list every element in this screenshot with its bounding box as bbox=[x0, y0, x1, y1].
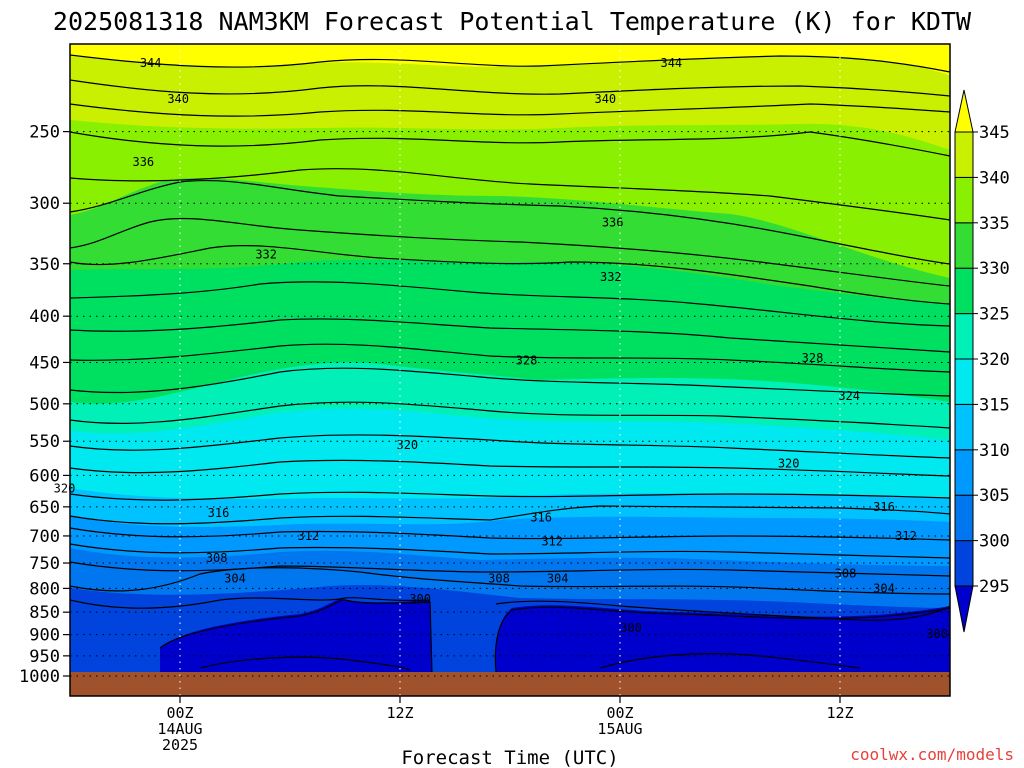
colorbar-tick-label: 325 bbox=[979, 305, 1010, 325]
band-315-320 bbox=[70, 408, 950, 520]
contour-label: 340 bbox=[167, 92, 189, 106]
colorbar-swatch bbox=[954, 403, 974, 451]
contour-label: 320 bbox=[778, 456, 800, 470]
y-tick-label: 600 bbox=[29, 466, 60, 486]
x-tick-label: 12Z bbox=[826, 704, 853, 722]
y-tick-label: 300 bbox=[29, 194, 60, 214]
contour-label: 344 bbox=[140, 56, 162, 70]
terrain-ground bbox=[70, 672, 950, 696]
contour-label: 312 bbox=[541, 535, 563, 549]
contour-label: 316 bbox=[530, 511, 552, 525]
y-tick-label: 700 bbox=[29, 527, 60, 547]
y-tick-label: 950 bbox=[29, 647, 60, 667]
y-tick-label: 1000 bbox=[19, 667, 60, 687]
y-tick-label: 350 bbox=[29, 255, 60, 275]
colorbar-low-arrow bbox=[954, 585, 974, 633]
contour-label: 312 bbox=[297, 529, 319, 543]
credit-link[interactable]: coolwx.com/models bbox=[850, 745, 1014, 764]
contour-label: 316 bbox=[208, 506, 230, 520]
contour-label: 300 bbox=[409, 592, 431, 606]
cold-pool-left bbox=[160, 599, 432, 672]
colorbar-swatch bbox=[954, 540, 974, 587]
x-tick-label: 00Z bbox=[606, 704, 633, 722]
contour-lines bbox=[69, 54, 951, 673]
y-tick-label: 250 bbox=[29, 123, 60, 143]
contour-label: 304 bbox=[224, 571, 246, 585]
y-tick-label: 800 bbox=[29, 579, 60, 599]
contour-label: 308 bbox=[835, 566, 857, 580]
colorbar-tick-label: 320 bbox=[979, 350, 1010, 370]
colorbar-tick-label: 330 bbox=[979, 259, 1010, 279]
colorbar: 295 300 305 310 315 320 325 330 335 340 345 bbox=[954, 89, 1010, 633]
x-tick-label: 14AUG bbox=[157, 720, 202, 738]
colorbar-swatch bbox=[954, 358, 974, 405]
contour-label: 336 bbox=[132, 155, 154, 169]
contour-label: 340 bbox=[594, 92, 616, 106]
contour-label: 332 bbox=[600, 270, 622, 284]
contour-label: 304 bbox=[547, 571, 569, 585]
plot-frame bbox=[69, 43, 951, 697]
contour-labels: 344 344 340 340 336 336 332 332 328 328 324 320 320 3… bbox=[54, 56, 948, 641]
contour-label: 344 bbox=[660, 56, 682, 70]
colorbar-swatch bbox=[954, 176, 974, 224]
grid-lines bbox=[70, 44, 950, 696]
y-tick-label: 650 bbox=[29, 498, 60, 518]
colorbar-tick-label: 300 bbox=[979, 532, 1010, 552]
contour-label: 308 bbox=[206, 551, 228, 565]
x-tick-label: 12Z bbox=[386, 704, 413, 722]
x-tick-label: 2025 bbox=[162, 736, 198, 754]
y-tick-label: 850 bbox=[29, 603, 60, 623]
colorbar-tick-label: 305 bbox=[979, 486, 1010, 506]
plot-area bbox=[69, 44, 951, 680]
y-tick-label: 450 bbox=[29, 353, 60, 373]
colorbar-swatch bbox=[954, 494, 974, 542]
colorbar-tick-label: 335 bbox=[979, 214, 1010, 234]
colorbar-swatch bbox=[954, 131, 974, 178]
colorbar-tick-label: 315 bbox=[979, 395, 1010, 415]
contour-label: 304 bbox=[873, 581, 895, 595]
contour-label: 332 bbox=[255, 248, 277, 262]
cold-pool-right bbox=[495, 605, 950, 672]
contour-label: 316 bbox=[873, 500, 895, 514]
contour-label: 328 bbox=[802, 351, 824, 365]
y-axis: 250 300 350 400 450 500 550 600 650 700 750 800 850 9… bbox=[19, 123, 70, 687]
y-tick-label: 400 bbox=[29, 307, 60, 327]
contour-label: 328 bbox=[516, 354, 538, 368]
colorbar-tick-label: 340 bbox=[979, 168, 1010, 188]
colorbar-swatch bbox=[954, 449, 974, 496]
contour-label: 312 bbox=[895, 529, 917, 543]
colorbar-tick-label: 295 bbox=[979, 577, 1010, 597]
y-tick-label: 900 bbox=[29, 626, 60, 646]
colorbar-tick-label: 310 bbox=[979, 441, 1010, 461]
y-tick-label: 750 bbox=[29, 554, 60, 574]
colorbar-high-arrow bbox=[954, 89, 974, 133]
contour-label: 308 bbox=[488, 571, 510, 585]
colorbar-swatch bbox=[954, 267, 974, 315]
y-tick-label: 550 bbox=[29, 432, 60, 452]
contour-label: 320 bbox=[396, 438, 418, 452]
colorbar-swatch bbox=[954, 222, 974, 269]
y-tick-label: 500 bbox=[29, 395, 60, 415]
contour-label: 300 bbox=[620, 621, 642, 635]
contour-label: 336 bbox=[602, 215, 624, 229]
x-tick-label: 00Z bbox=[166, 704, 193, 722]
colorbar-tick-label: 345 bbox=[979, 123, 1010, 143]
x-tick-label: 15AUG bbox=[597, 720, 642, 738]
chart-title: 2025081318 NAM3KM Forecast Potential Tem… bbox=[53, 7, 972, 36]
contour-label: 300 bbox=[926, 627, 948, 641]
x-axis-title: Forecast Time (UTC) bbox=[401, 747, 618, 768]
colorbar-swatch bbox=[954, 313, 974, 360]
contour-label: 324 bbox=[838, 389, 860, 403]
